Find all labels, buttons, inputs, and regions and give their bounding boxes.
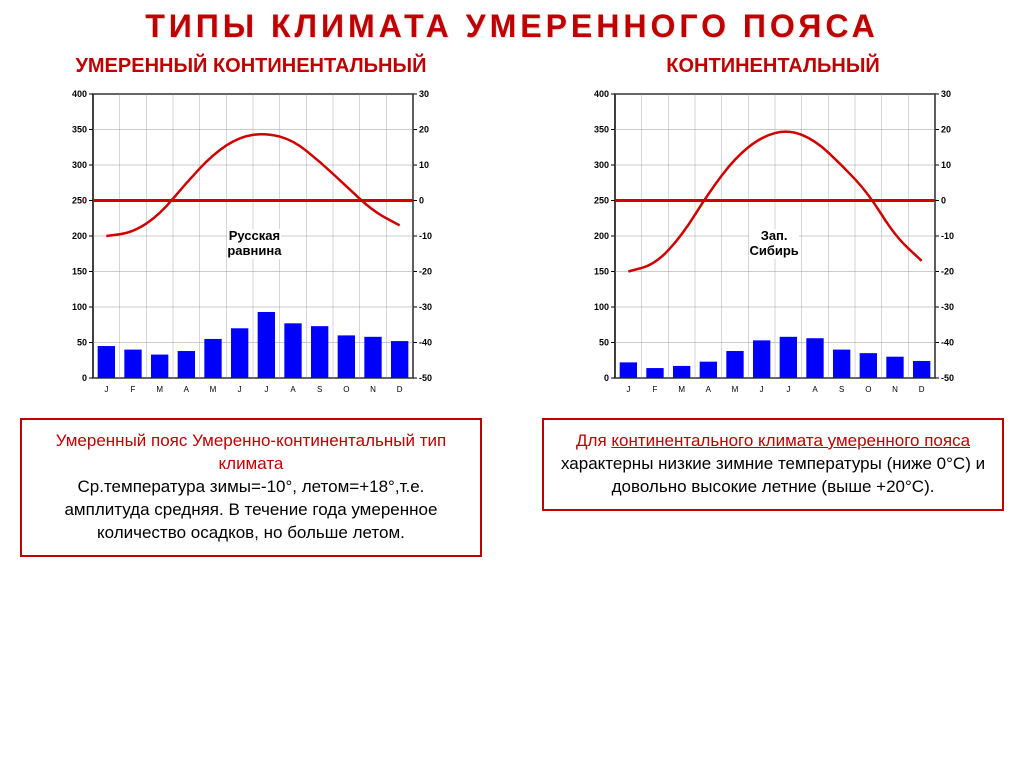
svg-text:A: A xyxy=(706,385,712,394)
svg-text:100: 100 xyxy=(594,302,609,312)
svg-text:M: M xyxy=(678,385,685,394)
svg-text:30: 30 xyxy=(419,89,429,99)
svg-text:M: M xyxy=(210,385,217,394)
svg-text:J: J xyxy=(786,385,790,394)
left-desc-body: Ср.температура зимы=-10°, летом=+18°,т.е… xyxy=(64,477,437,542)
svg-text:300: 300 xyxy=(72,160,87,170)
svg-text:-30: -30 xyxy=(419,302,432,312)
svg-text:F: F xyxy=(653,385,658,394)
svg-text:10: 10 xyxy=(941,160,951,170)
svg-text:-40: -40 xyxy=(419,338,432,348)
svg-text:M: M xyxy=(732,385,739,394)
svg-text:50: 50 xyxy=(77,338,87,348)
right-desc-box: Для континентального климата умеренного … xyxy=(542,418,1004,511)
svg-text:-50: -50 xyxy=(941,373,954,383)
left-desc-box: Умеренный пояс Умеренно-континентальный … xyxy=(20,418,482,557)
svg-text:A: A xyxy=(184,385,190,394)
right-subtitle: КОНТИНЕНТАЛЬНЫЙ xyxy=(532,49,1014,84)
page-title: ТИПЫ КЛИМАТА УМЕРЕННОГО ПОЯСА xyxy=(0,0,1024,49)
svg-text:350: 350 xyxy=(594,125,609,135)
svg-text:20: 20 xyxy=(419,125,429,135)
svg-text:D: D xyxy=(397,385,403,394)
right-desc-title: Для континентального климата умеренного … xyxy=(576,431,970,450)
svg-text:-20: -20 xyxy=(941,267,954,277)
svg-text:250: 250 xyxy=(72,196,87,206)
svg-text:-10: -10 xyxy=(941,231,954,241)
svg-text:S: S xyxy=(839,385,844,394)
svg-text:N: N xyxy=(370,385,376,394)
svg-text:-30: -30 xyxy=(941,302,954,312)
svg-text:200: 200 xyxy=(594,231,609,241)
right-chart: 0 50 100 150 200 250 300 350 400 -50 -40 -30 -20 -10 0… xyxy=(573,84,973,404)
svg-text:J: J xyxy=(626,385,630,394)
svg-text:0: 0 xyxy=(82,373,87,383)
svg-text:A: A xyxy=(290,385,296,394)
svg-text:150: 150 xyxy=(72,267,87,277)
svg-text:0: 0 xyxy=(941,196,946,206)
svg-text:-20: -20 xyxy=(419,267,432,277)
svg-text:0: 0 xyxy=(604,373,609,383)
svg-text:A: A xyxy=(812,385,818,394)
svg-text:J: J xyxy=(264,385,268,394)
svg-text:F: F xyxy=(131,385,136,394)
svg-text:D: D xyxy=(919,385,925,394)
svg-text:50: 50 xyxy=(599,338,609,348)
svg-text:400: 400 xyxy=(594,89,609,99)
svg-text:10: 10 xyxy=(419,160,429,170)
svg-text:-10: -10 xyxy=(419,231,432,241)
svg-text:350: 350 xyxy=(72,125,87,135)
svg-text:J: J xyxy=(760,385,764,394)
svg-text:20: 20 xyxy=(941,125,951,135)
left-column: УМЕРЕННЫЙ КОНТИНЕНТАЛЬНЫЙ 05010015020025… xyxy=(10,49,492,557)
svg-text:150: 150 xyxy=(594,267,609,277)
svg-text:J: J xyxy=(104,385,108,394)
svg-text:O: O xyxy=(865,385,871,394)
svg-text:200: 200 xyxy=(72,231,87,241)
svg-text:O: O xyxy=(343,385,349,394)
svg-text:S: S xyxy=(317,385,322,394)
svg-text:300: 300 xyxy=(594,160,609,170)
svg-text:0: 0 xyxy=(419,196,424,206)
right-column: КОНТИНЕНТАЛЬНЫЙ 050100150200250300350400… xyxy=(532,49,1014,557)
columns: УМЕРЕННЫЙ КОНТИНЕНТАЛЬНЫЙ 05010015020025… xyxy=(0,49,1024,557)
right-desc-body: характерны низкие зимние температуры (ни… xyxy=(561,454,985,496)
left-chart: 0 50 100 150 200 250 300 350 400 -50 -40 -30 -20 -10 0… xyxy=(51,84,451,404)
svg-text:-50: -50 xyxy=(419,373,432,383)
svg-text:400: 400 xyxy=(72,89,87,99)
left-subtitle: УМЕРЕННЫЙ КОНТИНЕНТАЛЬНЫЙ xyxy=(10,49,492,84)
svg-text:100: 100 xyxy=(72,302,87,312)
svg-text:-40: -40 xyxy=(941,338,954,348)
svg-text:J: J xyxy=(238,385,242,394)
svg-text:M: M xyxy=(156,385,163,394)
svg-text:30: 30 xyxy=(941,89,951,99)
svg-text:N: N xyxy=(892,385,898,394)
svg-text:250: 250 xyxy=(594,196,609,206)
left-desc-title: Умеренный пояс Умеренно-континентальный … xyxy=(56,431,447,473)
